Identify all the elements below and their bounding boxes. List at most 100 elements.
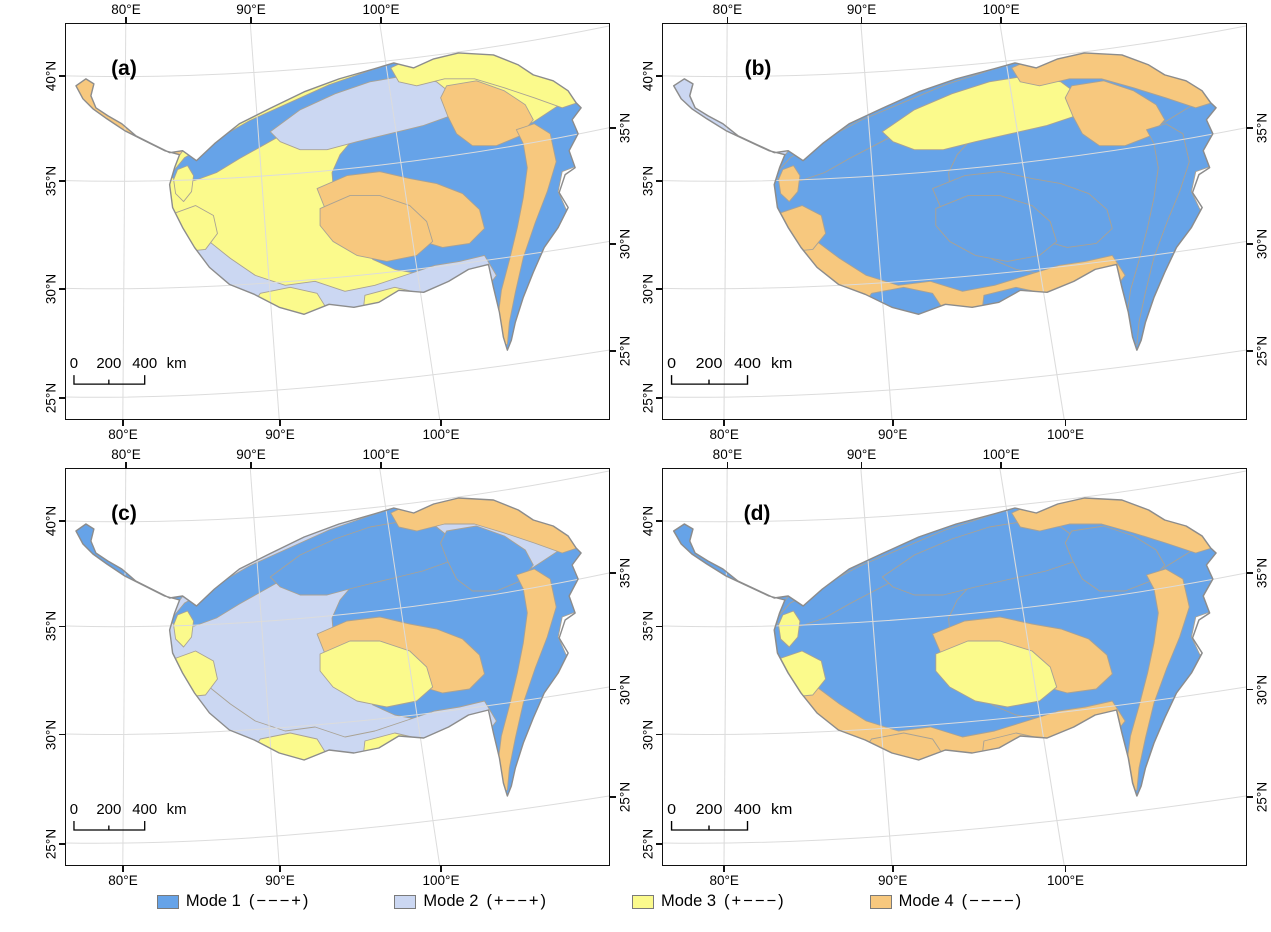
svg-text:400: 400 — [734, 356, 761, 372]
axis-tick — [59, 520, 65, 522]
svg-text:200: 200 — [96, 801, 121, 818]
axis-tick — [380, 462, 382, 468]
panel-label-a: (a) — [111, 57, 137, 80]
axis-tick — [656, 520, 662, 522]
axis-label-left: 40°N — [640, 60, 656, 92]
legend-label-mode-1: Mode 1 — [185, 892, 241, 910]
legend-item-mode-4: Mode 4 (−−−−) — [869, 892, 1024, 911]
axis-label-top: 100°E — [982, 447, 1020, 462]
axis-label-left: 30°N — [43, 273, 59, 305]
axis-tick — [59, 397, 65, 399]
svg-text:km: km — [771, 801, 792, 817]
axis-label-bottom: 100°E — [422, 427, 460, 442]
svg-text:200: 200 — [696, 356, 723, 372]
axis-label-left: 25°N — [640, 828, 656, 860]
svg-text:km: km — [167, 801, 187, 818]
axis-tick — [1000, 462, 1002, 468]
legend-signs-mode-2: (+−−+) — [486, 892, 548, 910]
axis-label-left: 25°N — [43, 828, 59, 860]
axis-tick — [610, 350, 616, 352]
axis-label-left: 30°N — [640, 719, 656, 750]
axis-label-left: 40°N — [43, 60, 59, 92]
legend-swatch-mode-4 — [869, 894, 892, 909]
axis-label-left: 35°N — [640, 165, 656, 197]
axis-label-right: 30°N — [1254, 674, 1270, 705]
scale-bar: 0 200 400 km — [70, 355, 187, 385]
axis-tick — [125, 17, 127, 23]
axis-label-left: 35°N — [43, 611, 59, 642]
axis-tick — [1247, 243, 1253, 245]
map-c: 0 200 400 km — [66, 469, 609, 865]
axis-label-bottom: 90°E — [265, 873, 295, 888]
axis-tick — [723, 420, 725, 426]
svg-text:0: 0 — [667, 356, 676, 372]
axis-tick — [610, 127, 616, 129]
axis-label-left: 25°N — [43, 382, 59, 414]
axis-label-top: 100°E — [982, 2, 1020, 17]
axis-tick — [656, 75, 662, 77]
axis-label-left: 40°N — [640, 506, 656, 537]
axis-label-top: 90°E — [236, 447, 266, 462]
legend-item-mode-3: Mode 3 (+−−−) — [632, 892, 786, 911]
axis-tick — [656, 288, 662, 290]
axis-tick — [122, 866, 124, 872]
legend-label-mode-2: Mode 2 — [423, 892, 479, 910]
axis-label-bottom: 80°E — [709, 873, 739, 888]
axis-tick — [891, 420, 894, 426]
axis-tick — [59, 733, 65, 736]
scale-bar: 0 200 400 km — [70, 801, 187, 831]
legend: Mode 1 (−−−+) Mode 2 (+−−+) Mode 3 (+−−−… — [0, 892, 1180, 911]
axis-label-right: 30°N — [617, 228, 633, 260]
axis-label-left: 30°N — [43, 719, 59, 750]
axis-label-left: 30°N — [640, 273, 656, 305]
map-panel-d: 0 200 400 km (d) 80°E 90°E 100°E 80°E 90°E 100°E… — [641, 447, 1270, 888]
map-d: 0 200 400 km — [663, 469, 1246, 865]
axis-tick — [250, 17, 252, 23]
map-panel-c: 0 200 400 km (c) 80°E 90°E 100°E 80°E 90°E 100°E… — [44, 447, 633, 888]
map-panel-a: 0 200 400 km (a) 80°E 90°E 100°E 80°E 90°E 100°E… — [44, 2, 633, 442]
axis-tick — [1247, 350, 1253, 352]
axis-tick — [59, 843, 65, 845]
axis-label-bottom: 100°E — [1047, 427, 1084, 442]
axis-tick — [726, 462, 729, 468]
axis-tick — [891, 866, 894, 872]
axis-label-top: 90°E — [846, 2, 877, 17]
legend-item-mode-1: Mode 1 (−−−+) — [156, 892, 311, 911]
axis-label-left: 25°N — [640, 382, 656, 414]
axis-label-right: 25°N — [617, 335, 633, 367]
axis-label-right: 35°N — [617, 558, 633, 589]
axis-label-right: 25°N — [1254, 781, 1270, 812]
map-b: 0 200 400 km — [663, 24, 1246, 419]
axis-tick — [1000, 17, 1002, 23]
svg-text:400: 400 — [734, 801, 761, 817]
axis-label-bottom: 100°E — [1047, 873, 1084, 888]
axis-tick — [656, 397, 662, 399]
legend-signs-mode-1: (−−−+) — [248, 892, 311, 910]
axis-label-right: 30°N — [1254, 228, 1270, 260]
axis-label-right: 25°N — [1254, 335, 1270, 367]
axis-label-top: 80°E — [111, 2, 141, 17]
axis-tick — [440, 420, 442, 426]
axis-tick — [1247, 572, 1253, 575]
axis-tick — [656, 180, 662, 182]
axis-label-left: 35°N — [43, 165, 59, 197]
axis-label-top: 90°E — [236, 2, 266, 17]
axis-label-bottom: 90°E — [877, 427, 908, 442]
legend-label-mode-4: Mode 4 — [898, 892, 954, 910]
axis-label-right: 25°N — [617, 781, 633, 812]
panel-label-c: (c) — [111, 502, 137, 525]
axis-tick — [860, 17, 863, 23]
axis-tick — [656, 843, 662, 845]
legend-label-mode-3: Mode 3 — [661, 892, 717, 910]
axis-tick — [723, 866, 725, 872]
axis-label-left: 35°N — [640, 611, 656, 642]
axis-tick — [279, 866, 281, 872]
map-a: 0 200 400 km — [66, 24, 609, 419]
map-canvas-d: 0 200 400 km — [663, 469, 1246, 865]
axis-label-bottom: 90°E — [265, 427, 295, 442]
svg-text:km: km — [167, 355, 187, 372]
axis-tick — [279, 420, 281, 426]
map-canvas-c: 0 200 400 km — [66, 469, 609, 865]
svg-text:400: 400 — [132, 355, 157, 372]
